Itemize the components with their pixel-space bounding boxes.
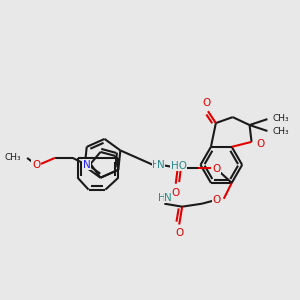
Text: O: O — [32, 160, 40, 170]
Text: O: O — [203, 98, 211, 108]
Text: CH₃: CH₃ — [273, 128, 290, 136]
Text: HO: HO — [171, 161, 187, 171]
Text: O: O — [172, 188, 180, 198]
Text: O: O — [213, 195, 221, 205]
Text: N: N — [157, 160, 165, 170]
Text: H: H — [158, 193, 165, 203]
Text: N: N — [164, 193, 172, 203]
Text: N: N — [83, 160, 91, 170]
Text: O: O — [256, 139, 265, 149]
Text: H: H — [152, 160, 160, 170]
Text: CH₃: CH₃ — [273, 114, 290, 123]
Text: CH₃: CH₃ — [5, 153, 22, 162]
Text: O: O — [175, 228, 183, 239]
Text: O: O — [212, 164, 220, 174]
